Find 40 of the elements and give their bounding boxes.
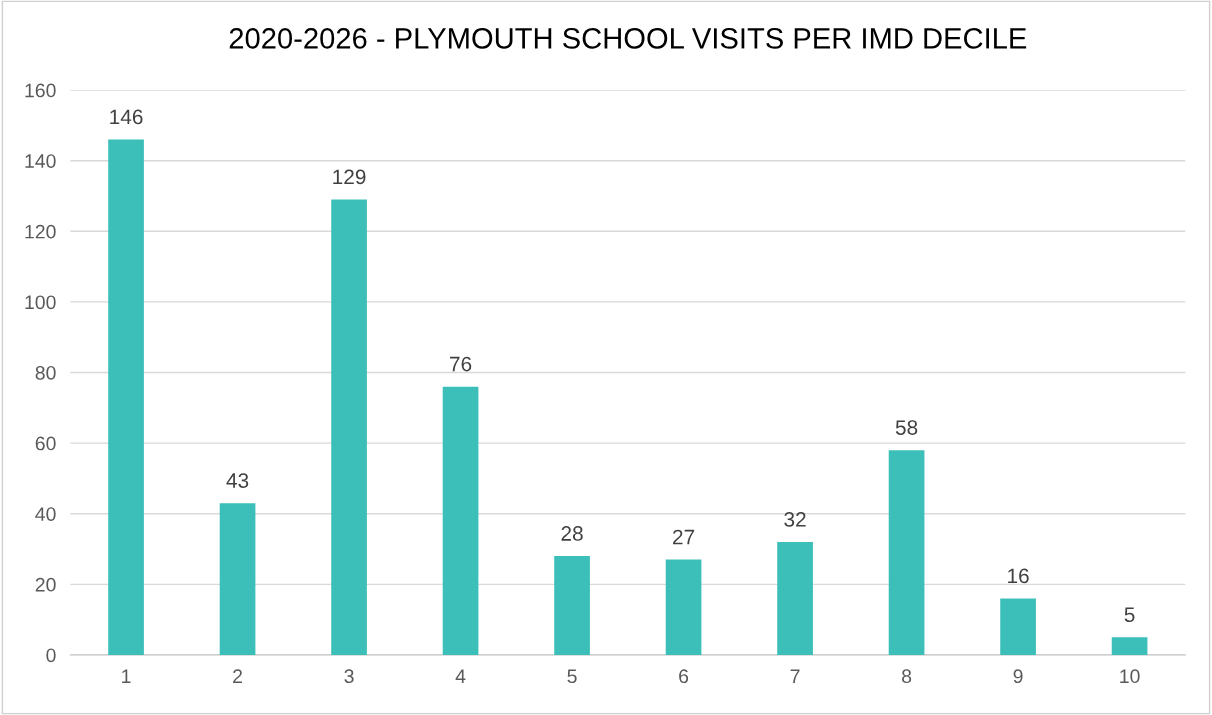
data-label: 28 (561, 526, 583, 541)
bar (1000, 598, 1036, 655)
data-label: 32 (784, 511, 806, 527)
y-tick-label: 80 (35, 365, 56, 380)
chart-title: 2020-2026 - PLYMOUTH SCHOOL VISITS PER IMD DECILE (229, 28, 1027, 49)
data-label: 129 (333, 169, 366, 185)
x-tick-label: 10 (1120, 669, 1140, 684)
bar (554, 556, 590, 655)
x-tick-label: 6 (679, 669, 689, 684)
bar (777, 541, 813, 655)
bar (219, 503, 256, 655)
bar (665, 559, 702, 655)
data-label: 146 (110, 109, 143, 125)
y-tick-label: 120 (25, 224, 56, 239)
bar (888, 450, 925, 655)
data-label: 27 (673, 529, 695, 545)
data-label: 16 (1008, 568, 1029, 584)
x-tick-label: 4 (455, 669, 466, 683)
y-tick-label: 20 (35, 577, 56, 592)
bar (108, 139, 144, 655)
y-tick-label: 140 (25, 154, 56, 168)
y-tick-label: 40 (35, 507, 56, 521)
y-tick-label: 60 (35, 436, 56, 451)
data-label: 76 (450, 356, 472, 372)
x-tick-label: 5 (567, 669, 577, 684)
x-tick-label: 1 (122, 669, 131, 683)
x-tick-label: 2 (233, 669, 242, 683)
data-label: 43 (226, 473, 249, 488)
data-label: 58 (895, 420, 918, 435)
x-tick-label: 7 (790, 669, 800, 683)
bar (331, 199, 367, 655)
y-tick-label: 100 (25, 295, 56, 310)
x-tick-label: 9 (1013, 669, 1023, 684)
bar (442, 386, 479, 655)
x-tick-label: 8 (902, 669, 912, 684)
y-tick-label: 160 (25, 83, 56, 98)
bar (1111, 637, 1148, 655)
x-tick-label: 3 (344, 669, 354, 684)
y-tick-label: 0 (46, 648, 56, 663)
data-label: 5 (1124, 607, 1135, 623)
